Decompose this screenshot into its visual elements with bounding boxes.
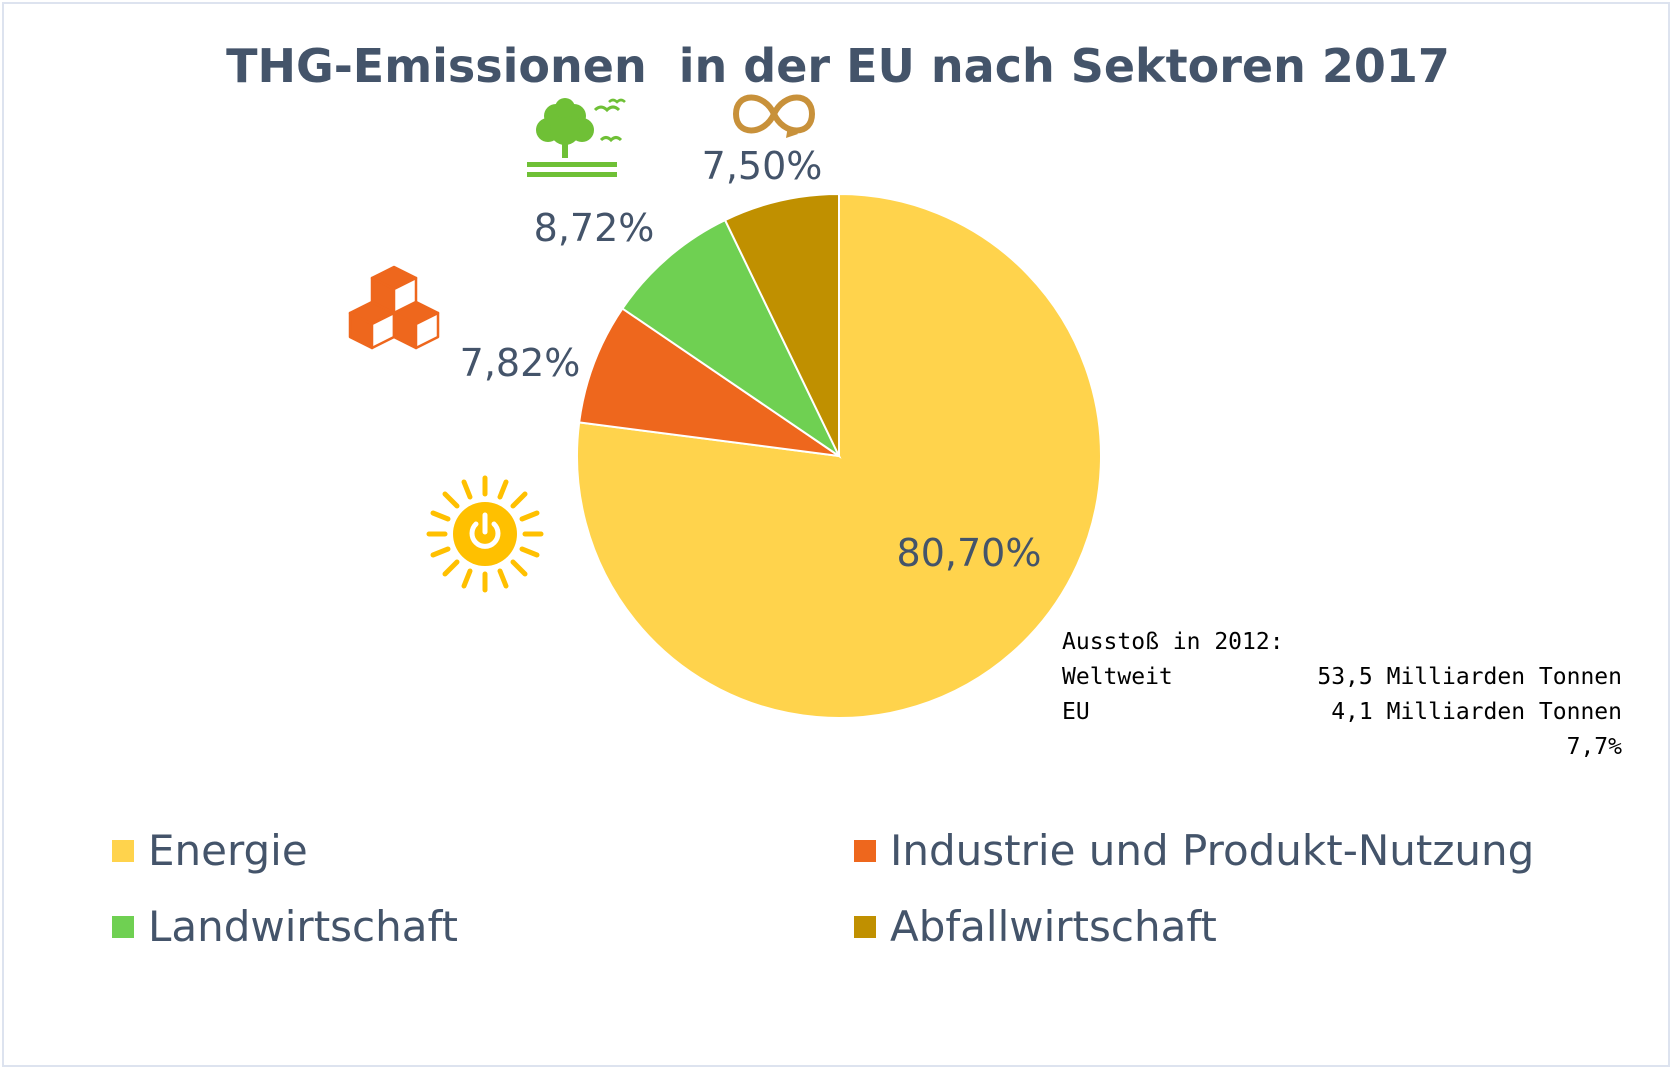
legend-label-landwirtschaft: Landwirtschaft [148,902,459,951]
pie-slice-landwirtschaft [621,218,842,459]
legend-swatch-abfallwirtschaft [854,915,876,938]
legend-item-industrie: Industrie und Produkt-Nutzung [854,826,1534,875]
legend-label-abfallwirtschaft: Abfallwirtschaft [890,902,1217,951]
infinity-recycle-icon [732,94,816,138]
tree-birds-icon [527,98,626,177]
slice-label-landwirtschaft: 8,72% [534,206,655,250]
chart-canvas: THG-Emissionen in der EU nach Sektoren 2… [226,39,1450,719]
slice-label-industrie: 7,82% [460,341,581,385]
emissions-note: Ausstoß in 2012: Weltweit 53,5 Milliarden… [1062,625,1622,765]
legend-swatch-industrie [854,839,876,862]
note-row-share: 7,7% [1566,734,1622,760]
legend-label-energie: Energie [148,826,308,875]
chart-title: THG-Emissionen in der EU nach Sektoren 2… [226,39,1450,93]
slice-label-abfallwirtschaft: 7,50% [702,144,823,188]
legend-label-industrie: Industrie und Produkt-Nutzung [890,826,1535,875]
slice-label-energie: 80,70% [897,531,1042,575]
note-row-eu: EU 4,1 Milliarden Tonnen [1062,699,1622,725]
pie-slices [576,192,1102,719]
legend-swatch-energie [112,839,134,862]
legend-item-abfallwirtschaft: Abfallwirtschaft [854,902,1217,951]
pie-slice-abfallwirtschaft [723,192,840,457]
legend-item-landwirtschaft: Landwirtschaft [112,902,458,951]
legend-item-energie: Energie [112,826,308,875]
note-heading: Ausstoß in 2012: [1062,629,1284,655]
note-row-weltweit: Weltweit 53,5 Milliarden Tonnen [1062,664,1622,690]
pie-slice-industrie [578,307,840,457]
sun-power-icon [426,475,544,593]
cubes-icon [348,265,440,350]
legend-swatch-landwirtschaft [112,915,134,938]
